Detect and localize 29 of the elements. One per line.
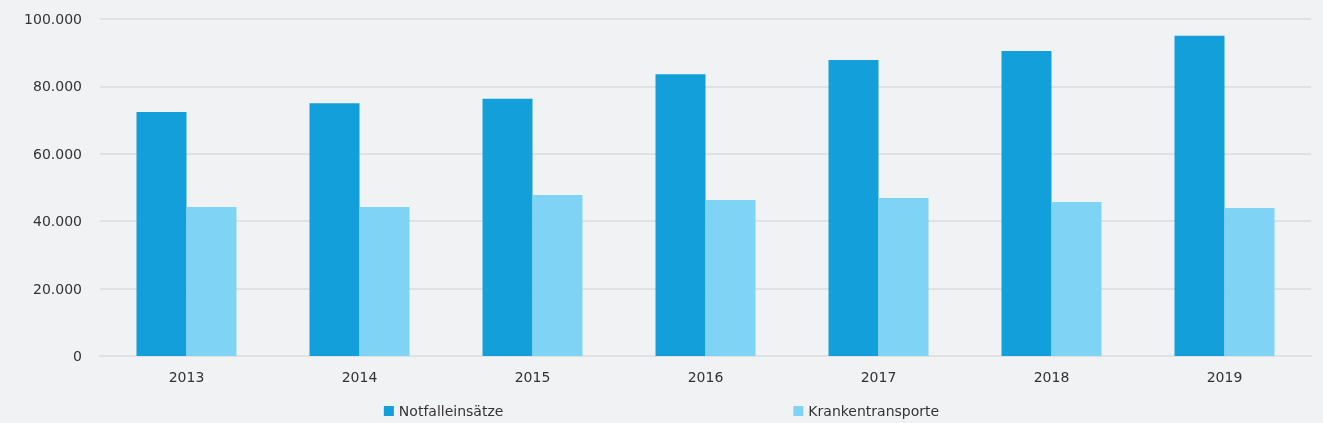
bar [1051, 201, 1102, 356]
x-tick-label: 2019 [1206, 369, 1243, 385]
bar [1174, 35, 1225, 356]
x-tick-label: 2014 [341, 369, 378, 385]
bar [828, 60, 879, 356]
x-tick-label: 2016 [687, 369, 724, 385]
bar [655, 74, 706, 356]
bar [309, 103, 360, 356]
y-tick-label: 60.000 [33, 145, 82, 162]
bar [1224, 208, 1275, 356]
y-tick-label: 20.000 [33, 280, 82, 297]
legend-label: Krankentransporte [808, 403, 940, 419]
x-tick-label: 2013 [168, 369, 205, 385]
bar [705, 199, 756, 356]
bar [482, 98, 533, 356]
bar [532, 194, 583, 356]
legend-label: Notfalleinsätze [398, 403, 504, 419]
y-tick-label: 0 [73, 348, 82, 364]
bar [878, 197, 929, 356]
y-tick-label: 40.000 [33, 213, 82, 230]
x-tick-label: 2018 [1033, 369, 1070, 385]
x-tick-label: 2017 [860, 369, 897, 385]
x-tick-label: 2015 [514, 369, 551, 385]
bar [186, 207, 237, 356]
y-tick-label: 100.000 [24, 11, 82, 27]
y-tick-label: 80.000 [33, 78, 82, 95]
bar [136, 112, 187, 356]
bar [1001, 51, 1052, 356]
bar [359, 207, 410, 356]
